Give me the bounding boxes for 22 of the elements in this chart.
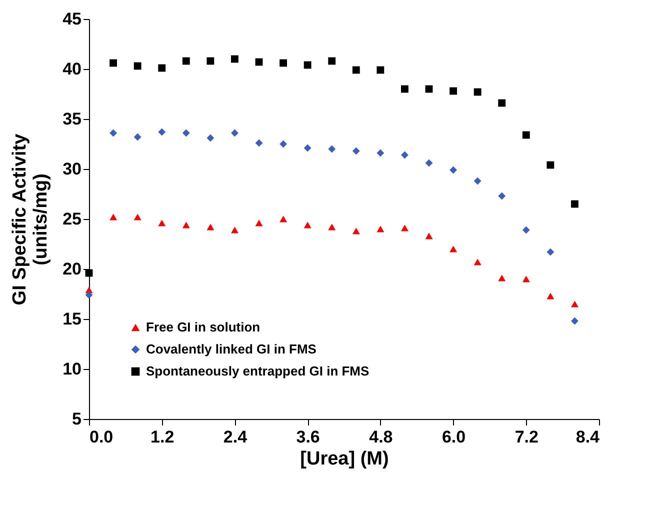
y-tick-label: 5 bbox=[72, 410, 82, 428]
x-tick-label: 3.6 bbox=[296, 428, 320, 446]
y-tick-label: 10 bbox=[62, 360, 82, 378]
y-tick-label: 15 bbox=[62, 310, 82, 328]
y-tick-label: 40 bbox=[62, 60, 82, 78]
y-axis-title: GI Specific Activity (units/mg) bbox=[10, 133, 52, 306]
y-tick-label: 25 bbox=[62, 210, 82, 228]
x-tick-label: 8.4 bbox=[576, 428, 600, 446]
x-axis-title: [Urea] (M) bbox=[300, 448, 389, 470]
legend-label: Free GI in solution bbox=[146, 320, 260, 334]
x-tick-label: 4.8 bbox=[369, 428, 393, 446]
x-tick-label: 7.2 bbox=[514, 428, 538, 446]
x-tick-label: 2.4 bbox=[223, 428, 248, 446]
y-tick-label: 35 bbox=[62, 110, 82, 128]
y-tick-label: 30 bbox=[62, 160, 82, 178]
legend-label: Covalently linked GI in FMS bbox=[146, 342, 317, 356]
y-tick-label: 20 bbox=[62, 260, 82, 278]
x-tick-label: 1.2 bbox=[150, 428, 174, 446]
legend-label: Spontaneously entrapped GI in FMS bbox=[146, 364, 370, 378]
x-tick-label: 0.0 bbox=[90, 428, 114, 446]
x-tick-label: 6.0 bbox=[442, 428, 466, 446]
y-tick-label: 45 bbox=[62, 10, 82, 28]
